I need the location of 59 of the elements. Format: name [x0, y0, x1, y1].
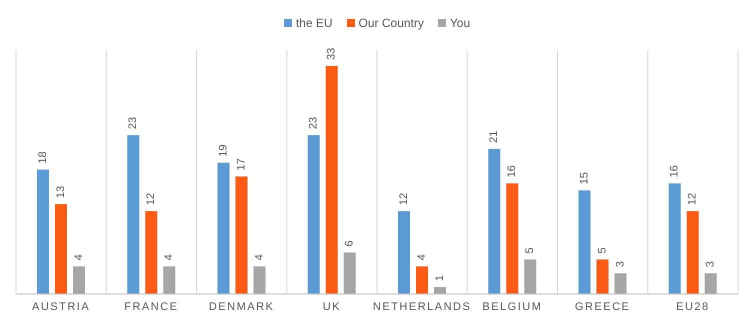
- data-label: 16: [668, 165, 681, 178]
- bar: [308, 135, 320, 294]
- data-label: 16: [506, 165, 518, 178]
- bar: [236, 176, 248, 294]
- bar: [326, 66, 338, 294]
- bar: [416, 266, 428, 294]
- bar: [398, 211, 410, 294]
- bar: [506, 183, 518, 294]
- x-tick-label: BELGIUM: [482, 300, 542, 313]
- data-label: 1: [434, 274, 446, 282]
- data-label: 18: [37, 151, 49, 164]
- bar: [73, 266, 85, 294]
- x-tick-label: AUSTRIA: [32, 300, 90, 313]
- bar: [686, 211, 699, 294]
- x-tick-label: EU28: [676, 300, 710, 313]
- bar: [668, 183, 681, 294]
- data-label: 23: [127, 116, 140, 130]
- data-label: 5: [596, 247, 608, 254]
- data-label: 21: [488, 130, 500, 143]
- bar: [37, 170, 49, 294]
- bar: [55, 204, 67, 294]
- data-label: 3: [704, 261, 717, 268]
- data-label: 4: [163, 254, 176, 260]
- bar: [614, 273, 626, 294]
- data-label: 23: [308, 116, 320, 130]
- x-tick-label: GREECE: [574, 300, 630, 313]
- data-label: 19: [218, 144, 230, 157]
- data-label: 4: [416, 254, 428, 260]
- x-tick-label: FRANCE: [124, 300, 178, 313]
- data-label: 12: [686, 192, 699, 206]
- data-label: 5: [524, 247, 536, 254]
- bar: [145, 211, 158, 294]
- x-tick-label: NETHERLANDS: [372, 300, 472, 313]
- bar: [704, 273, 717, 294]
- bar: [578, 190, 590, 294]
- legend-label: Our Country: [358, 16, 424, 30]
- data-label: 4: [73, 254, 85, 260]
- data-label: 3: [614, 261, 626, 268]
- x-tick-label: DENMARK: [208, 300, 274, 313]
- bar: [344, 252, 356, 294]
- bar: [254, 266, 266, 294]
- data-label: 33: [326, 48, 338, 60]
- data-label: 17: [236, 158, 248, 171]
- bar: [127, 135, 140, 294]
- data-label: 4: [254, 254, 266, 260]
- bar: [488, 148, 500, 294]
- bar: [163, 266, 176, 294]
- legend-label: You: [448, 16, 470, 30]
- data-label: 12: [145, 192, 158, 206]
- data-label: 6: [344, 240, 356, 247]
- data-label: 15: [578, 172, 590, 184]
- data-label: 13: [55, 186, 67, 198]
- bar: [596, 259, 608, 294]
- bar: [434, 287, 446, 294]
- data-label: 12: [398, 192, 410, 206]
- legend-label: the EU: [294, 16, 333, 30]
- x-tick-label: UK: [322, 300, 342, 313]
- bar: [524, 259, 536, 294]
- bar: [218, 162, 230, 294]
